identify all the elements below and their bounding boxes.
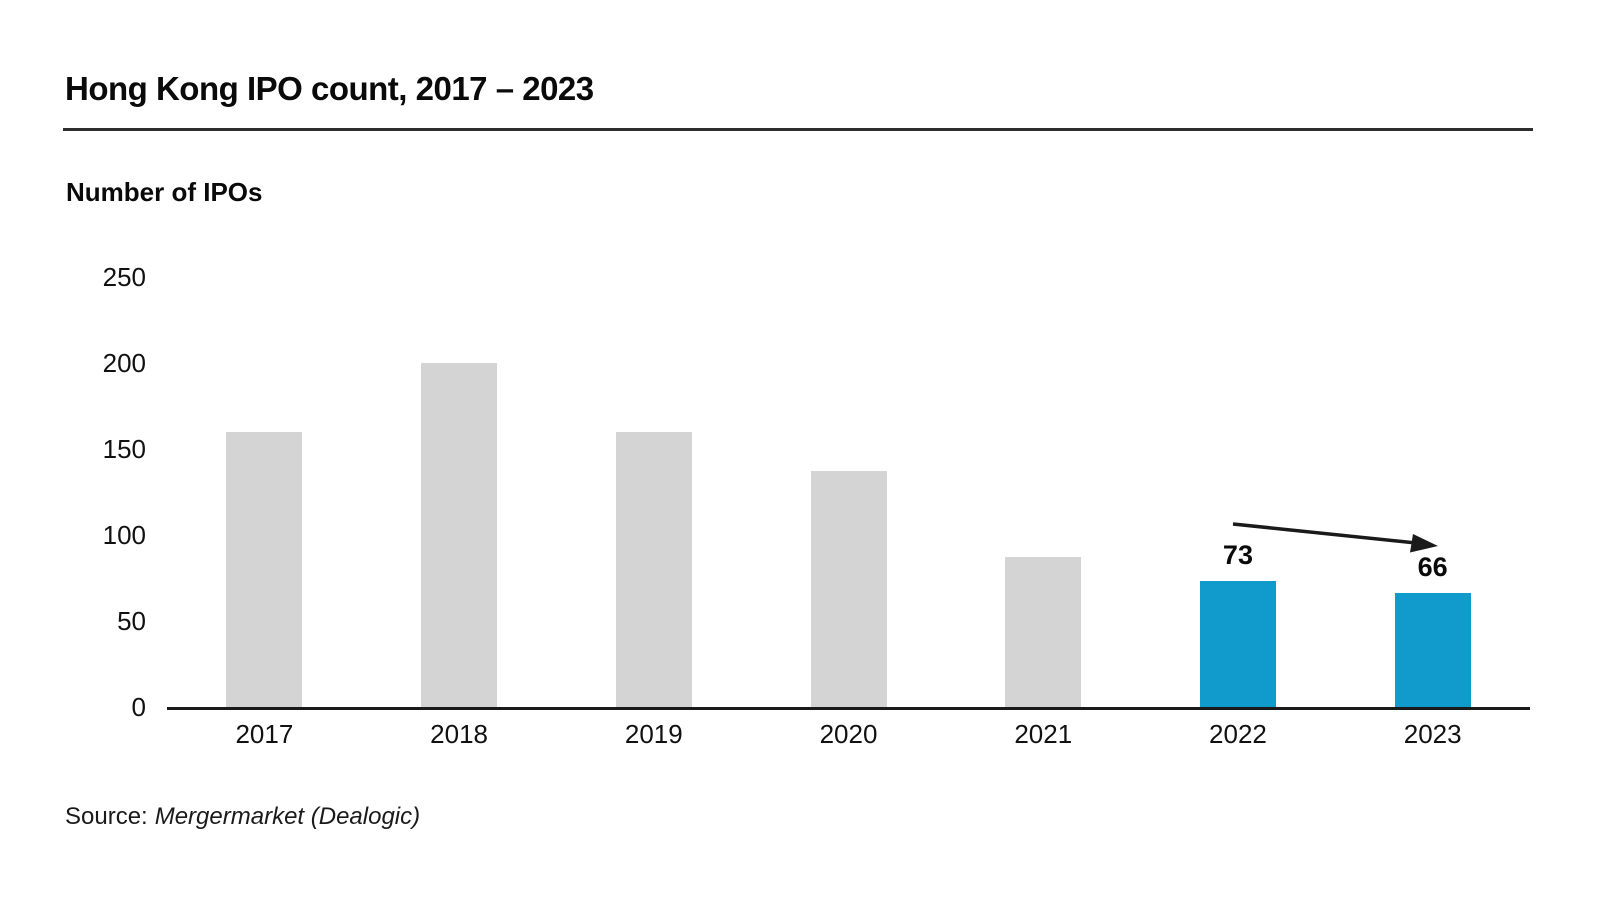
y-axis-tick-100: 100 xyxy=(102,520,146,550)
bar-slot-2020: 2020 xyxy=(751,277,946,749)
chart-title: Hong Kong IPO count, 2017 – 2023 xyxy=(65,70,594,107)
data-label-2022: 73 xyxy=(1222,540,1253,571)
bar-slot-2023: 2023 66 xyxy=(1335,277,1530,749)
y-axis-tick-250: 250 xyxy=(102,262,146,292)
x-axis-label-2021: 2021 xyxy=(1014,719,1073,749)
bar-2022 xyxy=(1199,581,1276,707)
x-axis-label-2017: 2017 xyxy=(235,719,294,749)
bar-slot-2019: 2019 xyxy=(556,277,751,749)
x-axis-label-2022: 2022 xyxy=(1209,719,1267,749)
bar-2017 xyxy=(226,431,303,707)
bar-2023 xyxy=(1394,593,1471,707)
bar-chart-plot: 2017 2018 2019 2020 2021 2022 73 2023 66 xyxy=(167,277,1530,749)
bar-slot-2022: 2022 73 xyxy=(1141,277,1336,749)
bar-slot-2017: 2017 xyxy=(167,277,362,749)
bar-2021 xyxy=(1005,557,1082,707)
data-label-2023: 66 xyxy=(1417,552,1448,583)
x-axis-label-2023: 2023 xyxy=(1403,719,1462,749)
y-axis-tick-200: 200 xyxy=(102,348,146,378)
y-axis-tick-0: 0 xyxy=(131,692,146,722)
x-axis-label-2019: 2019 xyxy=(624,719,683,749)
bar-2020 xyxy=(810,471,887,707)
bar-2019 xyxy=(615,431,692,707)
y-axis-tick-50: 50 xyxy=(117,606,146,636)
bar-slot-2021: 2021 xyxy=(946,277,1141,749)
y-axis-title: Number of IPOs xyxy=(66,177,263,207)
y-axis-tick-150: 150 xyxy=(102,434,146,464)
source-note: Source: Mergermarket (Dealogic) xyxy=(65,803,420,831)
title-divider xyxy=(63,128,1533,131)
source-name: Mergermarket (Dealogic) xyxy=(154,803,421,830)
trend-arrow-icon xyxy=(1232,522,1438,553)
bar-slot-2018: 2018 xyxy=(362,277,557,749)
x-axis-label-2018: 2018 xyxy=(430,719,488,749)
x-axis-label-2020: 2020 xyxy=(819,719,878,749)
bar-2018 xyxy=(421,363,498,707)
source-prefix: Source: xyxy=(65,803,148,830)
